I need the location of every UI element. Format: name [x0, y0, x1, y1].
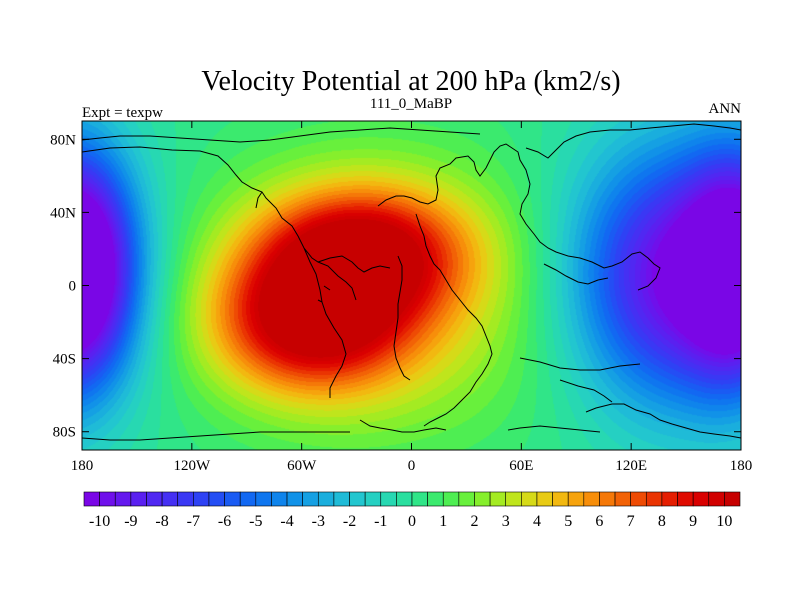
x-tick-label: 120W	[173, 458, 211, 474]
colorbar-swatch	[333, 491, 350, 507]
colorbar-swatch	[208, 491, 225, 507]
subtitle-left: Expt = texpw	[82, 105, 163, 121]
colorbar-swatch	[708, 491, 725, 507]
subtitle-right: ANN	[709, 101, 742, 117]
colorbar-label: 1	[439, 513, 447, 530]
colorbar-swatch	[536, 491, 553, 507]
map-panel	[81, 120, 742, 451]
colorbar-swatch	[614, 491, 631, 507]
colorbar-label: -3	[312, 513, 325, 530]
colorbar-label: -10	[89, 513, 110, 530]
colorbar-swatch	[442, 491, 460, 507]
colorbar-label: -1	[374, 513, 387, 530]
colorbar-swatch	[521, 491, 538, 507]
y-tick-label: 40N	[50, 205, 76, 221]
y-tick-label: 80N	[50, 132, 76, 148]
colorbar-swatch	[396, 491, 413, 507]
colorbar-label: 5	[564, 513, 572, 530]
colorbar-swatch	[661, 491, 678, 507]
colorbar-swatch	[692, 491, 710, 507]
colorbar-label: -5	[249, 513, 262, 530]
colorbar-label: 7	[627, 513, 635, 530]
velocity-potential-field	[82, 121, 741, 450]
colorbar-swatch	[599, 491, 616, 507]
colorbar-swatch	[239, 491, 257, 507]
subtitle-center: 111_0_MaBP	[370, 96, 452, 112]
colorbar-label: 4	[533, 513, 541, 530]
colorbar-swatch	[193, 491, 210, 507]
colorbar-swatch	[552, 491, 569, 507]
colorbar-label: 2	[470, 513, 478, 530]
colorbar-swatch	[364, 491, 382, 507]
x-tick-label: 120E	[615, 458, 647, 474]
colorbar-swatch	[114, 491, 132, 507]
colorbar-swatch	[224, 491, 241, 507]
y-axis: 80N 40N 0 40S 80S	[50, 132, 741, 441]
colorbar-label: -9	[124, 513, 137, 530]
x-tick-label: 180	[71, 458, 94, 474]
coastline-outline	[82, 123, 741, 441]
colorbar-swatch	[411, 491, 428, 507]
colorbar-swatch	[567, 491, 585, 507]
colorbar-swatch	[505, 491, 522, 507]
colorbar-swatch	[99, 491, 116, 507]
colorbar-label: -7	[187, 513, 200, 530]
colorbar-swatch	[317, 491, 335, 507]
y-tick-label: 0	[69, 279, 77, 295]
colorbar-label: 6	[595, 513, 603, 530]
y-tick-label: 40S	[53, 352, 76, 368]
colorbar-swatch	[380, 491, 397, 507]
colorbar-label: 10	[716, 513, 732, 530]
colorbar-label: -4	[280, 513, 293, 530]
colorbar-swatch	[271, 491, 288, 507]
colorbar-swatch	[146, 491, 163, 507]
x-tick-label: 0	[408, 458, 416, 474]
colorbar-swatch	[427, 491, 444, 507]
colorbar-label: 8	[658, 513, 666, 530]
colorbar-swatch	[724, 491, 741, 507]
colorbar-label: 9	[689, 513, 697, 530]
colorbar-swatch	[83, 491, 100, 507]
colorbar-swatch	[677, 491, 694, 507]
x-tick-label: 60W	[287, 458, 317, 474]
colorbar-swatch	[645, 491, 663, 507]
colorbar-swatch	[630, 491, 647, 507]
colorbar-swatch	[130, 491, 147, 507]
colorbar-swatch	[161, 491, 179, 507]
colorbar-swatch	[255, 491, 272, 507]
chart-title: Velocity Potential at 200 hPa (km2/s)	[201, 66, 620, 97]
colorbar-label: -2	[343, 513, 356, 530]
colorbar-swatch	[286, 491, 303, 507]
y-tick-label: 80S	[53, 425, 76, 441]
colorbar-swatch	[177, 491, 194, 507]
colorbar-swatch	[474, 491, 491, 507]
colorbar-swatch	[302, 491, 319, 507]
x-tick-label: 60E	[509, 458, 533, 474]
colorbar: -10 -9 -8 -7 -6 -5 -4 -3 -2 -1 0 1 2 3 4 5 6 7 8 9 10	[83, 491, 741, 530]
x-tick-label: 180	[730, 458, 753, 474]
colorbar-swatch	[349, 491, 366, 507]
colorbar-swatch	[489, 491, 507, 507]
colorbar-label: -6	[218, 513, 231, 530]
colorbar-swatch	[583, 491, 600, 507]
colorbar-label: -8	[155, 513, 168, 530]
colorbar-swatch	[458, 491, 475, 507]
colorbar-label: 3	[502, 513, 510, 530]
x-axis: 180 120W 60W 0 60E 120E 180	[71, 121, 753, 474]
colorbar-label: 0	[408, 513, 416, 530]
